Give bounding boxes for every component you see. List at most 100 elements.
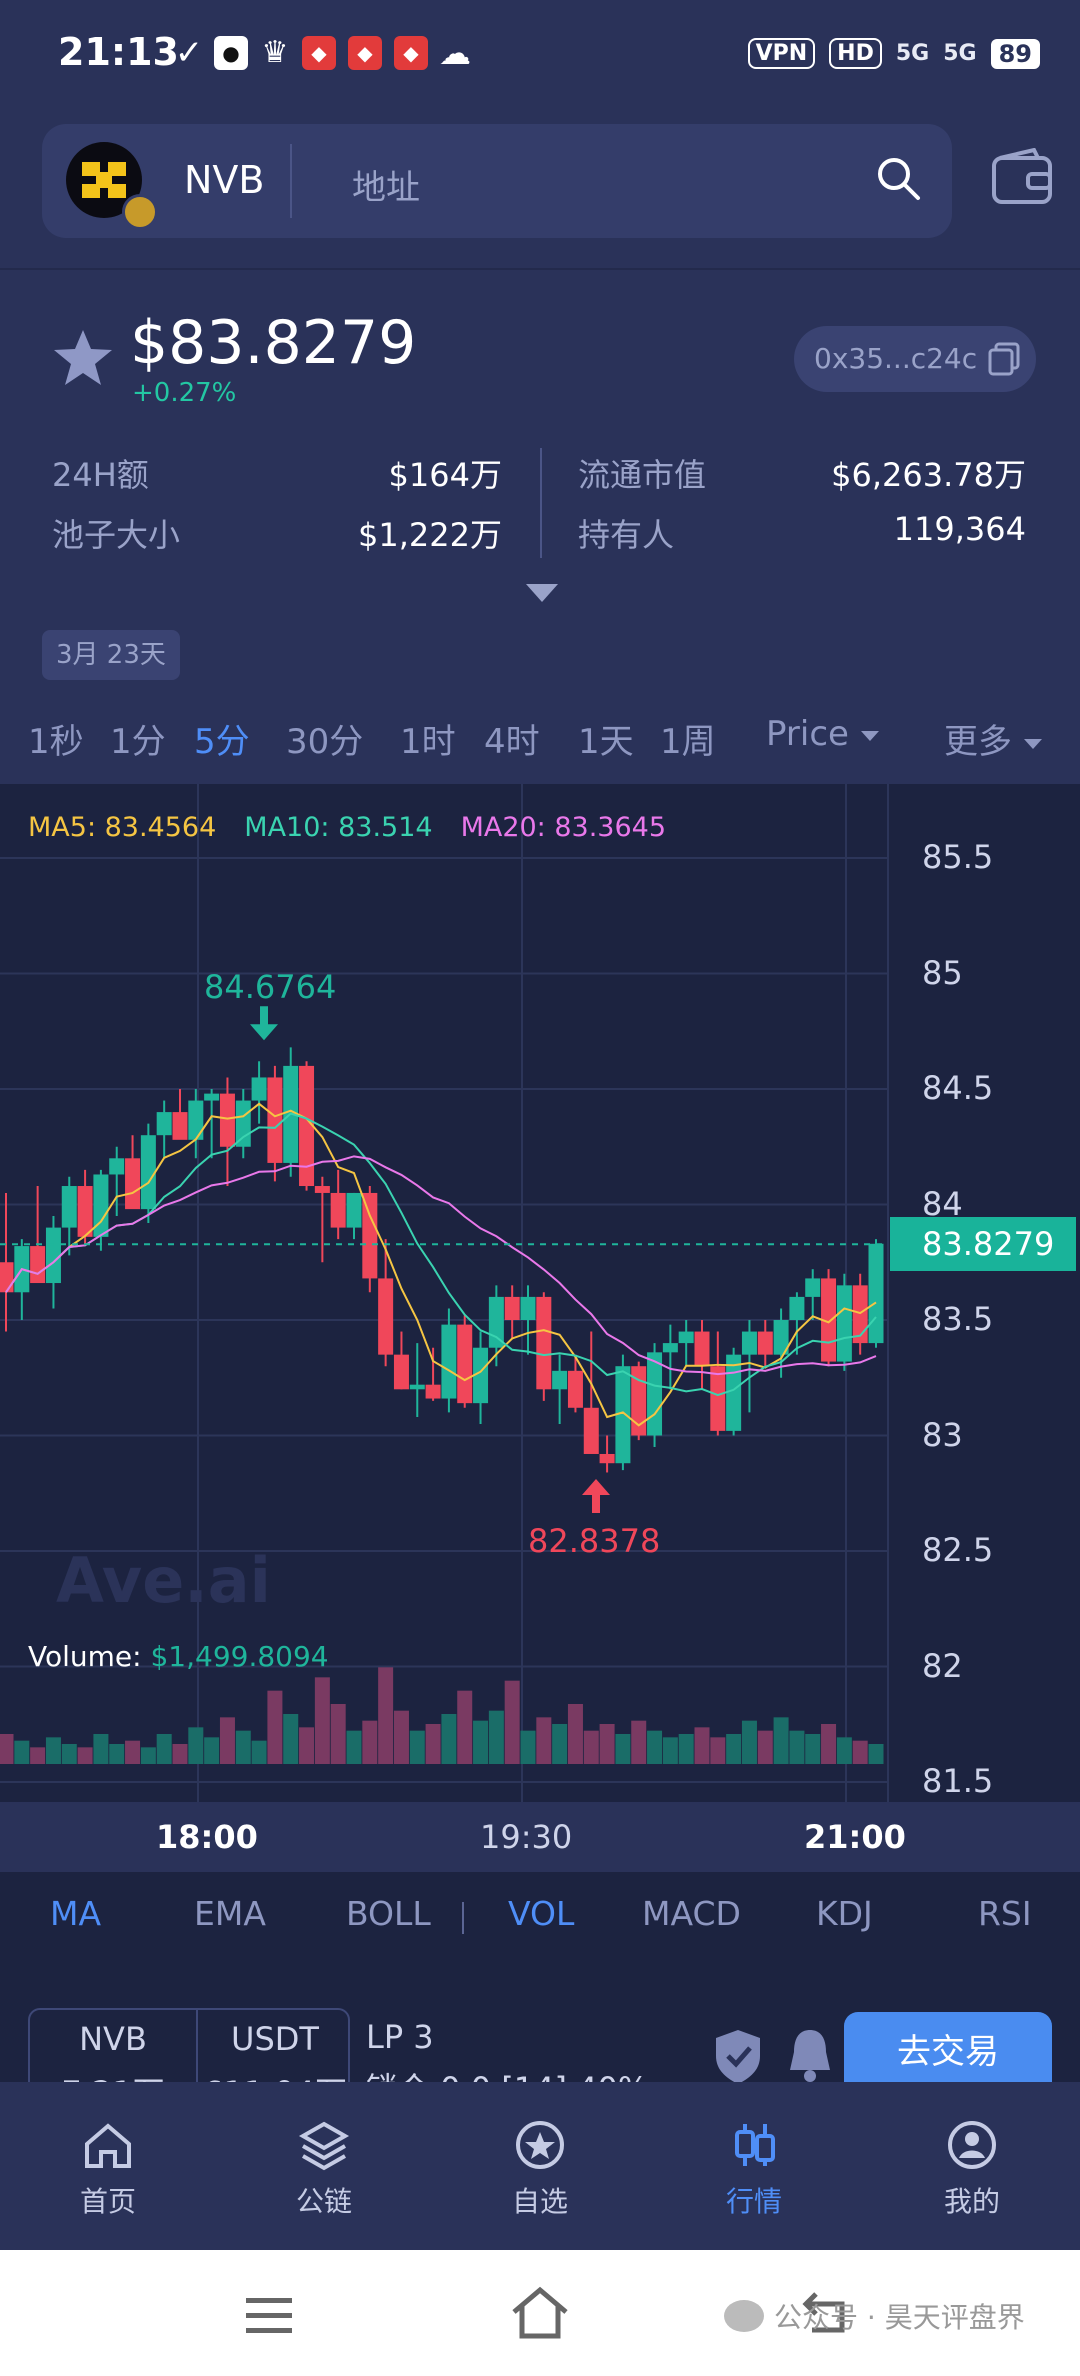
back-icon[interactable]	[798, 2290, 854, 2340]
volume-bar	[773, 1717, 789, 1764]
volume-bar	[346, 1730, 362, 1764]
system-nav-bar: 公众号 · 昊天评盘界	[0, 2250, 1080, 2376]
volume-bar	[0, 1734, 14, 1764]
volume-bar	[77, 1747, 93, 1764]
volume-bar	[615, 1734, 631, 1764]
candle-body	[536, 1296, 552, 1390]
mcap-label: 流通市值	[578, 456, 707, 494]
nav-watchlist[interactable]: 自选	[480, 2118, 600, 2220]
ma10-line	[5, 1112, 877, 1397]
volume-bar	[852, 1740, 868, 1764]
volume-legend: Volume: $1,499.8094	[28, 1640, 329, 1673]
contract-address-chip[interactable]: 0x35...c24c	[794, 326, 1036, 392]
expand-caret-icon[interactable]	[526, 584, 558, 602]
tf-1d[interactable]: 1天	[578, 722, 634, 762]
nav-market[interactable]: 行情	[694, 2118, 814, 2220]
address-input[interactable]: 地址	[352, 168, 420, 208]
trade-button[interactable]: 去交易	[844, 2012, 1052, 2082]
y-tick-label: 81.5	[922, 1762, 994, 1800]
tf-4h[interactable]: 4时	[484, 722, 540, 762]
tf-30m[interactable]: 30分	[286, 722, 364, 762]
nav-home[interactable]: 首页	[48, 2118, 168, 2220]
volume-bar	[868, 1744, 884, 1764]
price-dropdown[interactable]: Price	[766, 714, 879, 754]
volume-bar	[45, 1737, 61, 1764]
status-right: VPN HD 5G 5G 89	[747, 38, 1040, 69]
ind-ema[interactable]: EMA	[194, 1894, 266, 1933]
candle-body	[552, 1370, 568, 1390]
low-arrow-icon	[582, 1478, 610, 1513]
token-symbol[interactable]: NVB	[184, 158, 265, 202]
volume-bar	[631, 1720, 647, 1764]
wallet-icon[interactable]	[990, 148, 1054, 208]
volume-bar	[457, 1690, 473, 1764]
candle-body	[647, 1352, 663, 1436]
tf-1s[interactable]: 1秒	[28, 722, 84, 762]
pool-token-b-amount: 611.04万	[198, 2068, 352, 2082]
crown-icon: ♛	[261, 35, 289, 70]
signal-5g-2: 5G	[943, 41, 977, 66]
ind-kdj[interactable]: KDJ	[816, 1894, 873, 1933]
ind-macd[interactable]: MACD	[642, 1894, 741, 1933]
search-icon[interactable]	[874, 154, 922, 202]
chart-canvas[interactable]	[0, 784, 1080, 1802]
more-dropdown[interactable]: 更多	[944, 714, 1042, 763]
ma5-legend: MA5: 83.4564	[28, 812, 217, 843]
timeframe-bar: 1秒 1分 5分 30分 1时 4时 1天 1周 Price 更多	[0, 694, 1080, 784]
candle-body	[520, 1296, 536, 1320]
volume-bar	[299, 1727, 315, 1764]
tf-5m[interactable]: 5分	[194, 722, 250, 762]
search-bar[interactable]: NVB 地址	[42, 124, 952, 238]
ind-ma[interactable]: MA	[50, 1894, 102, 1933]
nav-home-label: 首页	[79, 2185, 136, 2218]
ind-vol[interactable]: VOL	[508, 1894, 575, 1933]
lp-lock-info: 锁仓 0.0 [14] 40%	[366, 2064, 648, 2082]
status-bar: 21:13 ✓ ● ♛ ◆ ◆ ◆ ☁ VPN HD 5G 5G 89	[0, 0, 1080, 110]
hd-badge: HD	[829, 38, 882, 69]
ind-boll[interactable]: BOLL	[346, 1894, 431, 1933]
pool-info: NVB USDT 7.21万 611.04万 LP 3 锁仓 0.0 [14] …	[0, 1962, 1080, 2082]
ma-legend: MA5: 83.4564 MA10: 83.514 MA20: 83.3645	[28, 812, 666, 843]
volume-value: $1,499.8094	[150, 1640, 329, 1673]
bell-icon[interactable]	[782, 2024, 838, 2082]
candle-body	[710, 1366, 726, 1431]
holders-value: 119,364	[893, 510, 1026, 548]
y-tick-label: 82.5	[922, 1531, 994, 1569]
last-price-tag: 83.8279	[890, 1217, 1076, 1272]
volume-bar	[172, 1744, 188, 1764]
candle-body	[393, 1354, 409, 1390]
candle-body	[789, 1296, 805, 1320]
volume-bar	[425, 1724, 441, 1764]
candlestick-chart[interactable]: Ave.ai MA5: 83.4564 MA10: 83.514 MA20: 8…	[0, 784, 1080, 1802]
menu-icon[interactable]	[244, 2296, 294, 2336]
candle-body	[140, 1135, 156, 1210]
volume-bar	[204, 1737, 220, 1764]
candle-body	[93, 1174, 109, 1237]
star-icon[interactable]	[52, 327, 114, 389]
price-section: $83.8279 +0.27% 0x35...c24c 24H额 $164万 池…	[0, 272, 1080, 692]
tf-1w[interactable]: 1周	[660, 722, 716, 762]
volume-bar	[188, 1727, 204, 1764]
volume-bar	[283, 1714, 299, 1764]
y-tick-label: 84.5	[922, 1069, 994, 1107]
y-tick-label: 84	[922, 1184, 963, 1223]
status-time: 21:13	[58, 30, 179, 74]
ind-rsi[interactable]: RSI	[978, 1894, 1032, 1933]
volume-bar	[267, 1690, 283, 1764]
nav-profile[interactable]: 我的	[912, 2118, 1032, 2220]
tf-1m[interactable]: 1分	[110, 722, 166, 762]
x-tick-1: 19:30	[480, 1818, 573, 1856]
copy-icon[interactable]	[988, 342, 1020, 376]
nav-profile-label: 我的	[943, 2185, 1000, 2218]
candle-body	[235, 1100, 251, 1147]
candle-body	[473, 1347, 489, 1404]
shield-icon[interactable]	[710, 2026, 766, 2082]
candle-body	[109, 1158, 125, 1175]
candle-body	[0, 1262, 14, 1293]
nav-chain[interactable]: 公链	[264, 2118, 384, 2220]
tf-1h[interactable]: 1时	[400, 722, 456, 762]
candle-body	[125, 1158, 141, 1210]
pool-divider	[196, 2010, 198, 2082]
home-system-icon[interactable]	[510, 2286, 570, 2340]
cloud-icon: ☁	[439, 34, 471, 72]
